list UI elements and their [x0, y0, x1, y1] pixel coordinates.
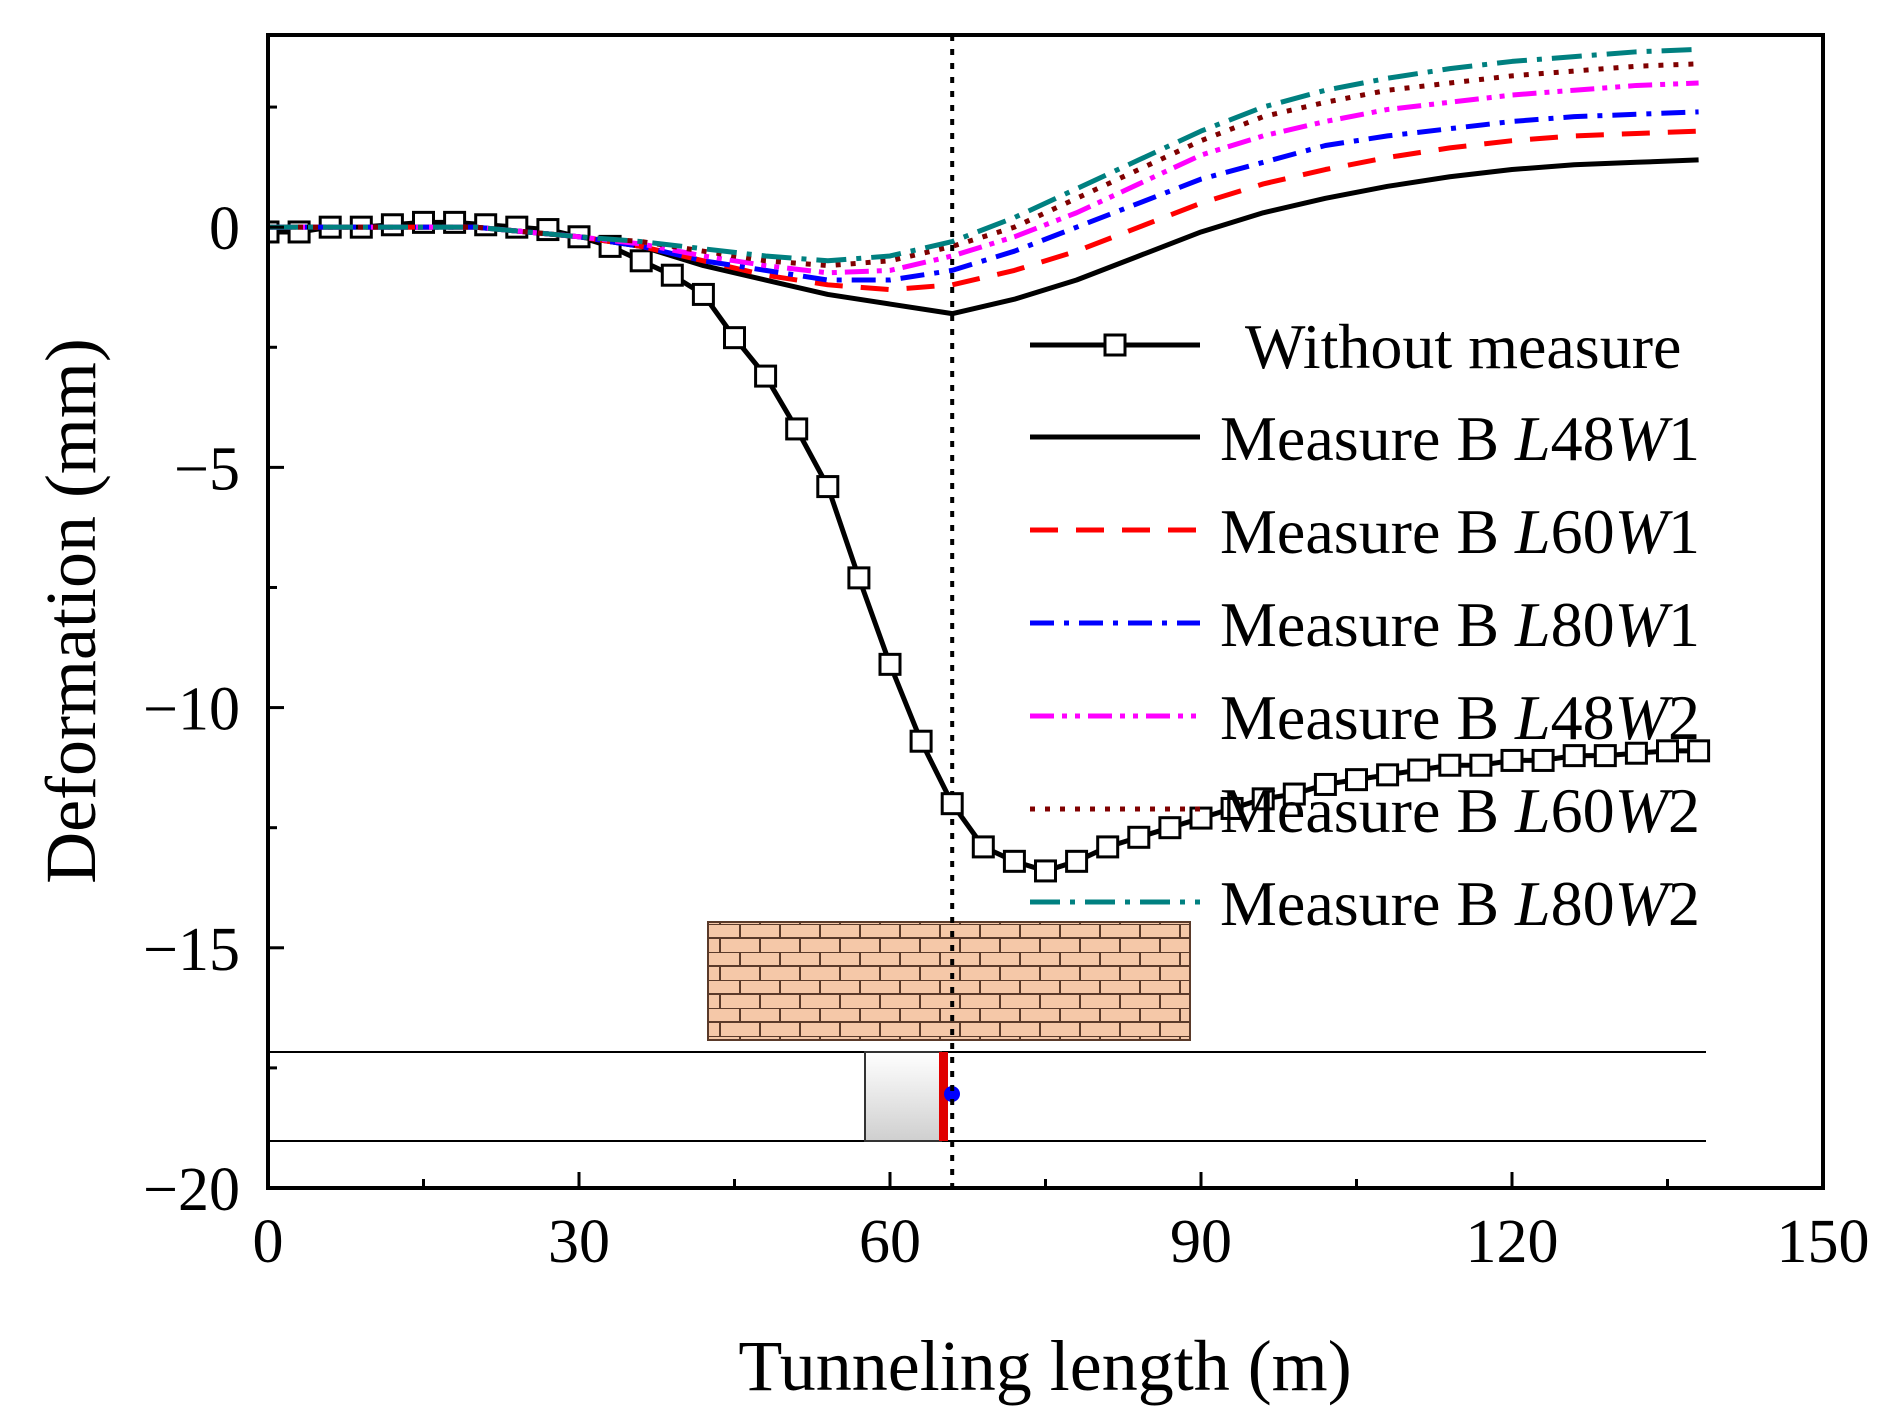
- data-point-without-measure: [971, 835, 995, 859]
- data-point-without-measure: [1345, 768, 1368, 792]
- data-point-without-measure: [1065, 849, 1089, 873]
- data-point-without-measure: [474, 213, 498, 237]
- data-point-without-measure: [1500, 748, 1524, 772]
- data-point-without-measure: [691, 282, 715, 306]
- data-point-without-measure: [1127, 825, 1151, 849]
- data-point-without-measure: [1096, 835, 1120, 859]
- x-tick-label: 0: [253, 1208, 284, 1276]
- legend-item-l48w2: Measure B L48W2: [1030, 682, 1700, 753]
- data-point-without-measure: [660, 263, 684, 287]
- data-point-without-measure: [1407, 758, 1431, 782]
- x-tick-label: 120: [1466, 1208, 1559, 1276]
- series-line-l60w2: [268, 61, 1699, 269]
- legend-label: Measure B L60W2: [1220, 775, 1700, 846]
- data-point-without-measure: [629, 249, 653, 273]
- legend-label: Measure B L60W1: [1220, 496, 1700, 567]
- tbm-shield-icon: [864, 1051, 942, 1142]
- legend-label: Measure B L80W1: [1220, 589, 1700, 660]
- data-point-without-measure: [1593, 744, 1617, 768]
- series-layer: [268, 46, 1711, 883]
- data-point-without-measure: [1562, 744, 1586, 768]
- x-tick-label: 30: [548, 1208, 610, 1276]
- data-point-without-measure: [754, 364, 778, 388]
- legend-item-l60w1: Measure B L60W1: [1030, 496, 1700, 567]
- legend-item-l80w2: Measure B L80W2: [1030, 868, 1700, 939]
- x-tick-label: 90: [1170, 1208, 1232, 1276]
- y-tick-label: −15: [143, 916, 240, 984]
- data-point-without-measure: [1282, 782, 1306, 806]
- y-tick-label: −10: [143, 676, 240, 744]
- data-point-without-measure: [878, 652, 902, 676]
- data-point-without-measure: [268, 220, 280, 244]
- y-tick-label: 0: [209, 195, 240, 263]
- legend-label: Without measure: [1245, 311, 1681, 382]
- tbm-cutterhead-icon: [939, 1052, 948, 1141]
- series-line-l80w1: [268, 109, 1699, 283]
- data-point-without-measure: [1469, 753, 1493, 777]
- y-tick-label: −20: [143, 1156, 240, 1224]
- legend: Without measure Measure B L48W1 Measure …: [1030, 311, 1700, 939]
- data-point-without-measure: [1313, 772, 1337, 796]
- data-point-without-measure: [723, 326, 746, 350]
- data-point-without-measure: [1158, 816, 1182, 840]
- legend-item-without: Without measure: [1030, 311, 1681, 382]
- tunnel-schematic: [268, 921, 1706, 1142]
- data-point-without-measure: [1376, 763, 1400, 787]
- x-axis-title: Tunneling length (m): [738, 1326, 1351, 1406]
- data-point-without-measure: [847, 566, 871, 590]
- data-point-without-measure: [785, 417, 809, 441]
- legend-label: Measure B L80W2: [1220, 868, 1700, 939]
- series-line-l60w1: [268, 128, 1699, 293]
- building-icon: [707, 921, 1191, 1041]
- data-point-without-measure: [940, 792, 964, 816]
- legend-label: Measure B L48W1: [1220, 403, 1700, 474]
- data-point-without-measure: [1251, 787, 1275, 811]
- legend-marker-square: [1103, 333, 1127, 357]
- y-tick-label: −5: [174, 435, 240, 503]
- x-tick-label: 60: [859, 1208, 921, 1276]
- data-point-without-measure: [1002, 849, 1026, 873]
- y-tick-labels: 0 −5 −10 −15 −20: [143, 195, 240, 1224]
- data-point-without-measure: [1189, 806, 1213, 830]
- data-point-without-measure: [1438, 753, 1462, 777]
- data-point-without-measure: [909, 729, 933, 753]
- legend-item-l48w1: Measure B L48W1: [1030, 403, 1700, 474]
- data-point-without-measure: [1034, 859, 1057, 883]
- data-point-without-measure: [816, 475, 840, 499]
- data-point-without-measure: [1687, 739, 1711, 763]
- x-tick-labels: 0 30 60 90 120 150: [253, 1208, 1870, 1276]
- monitoring-point-icon: [944, 1086, 960, 1102]
- data-point-without-measure: [1656, 739, 1679, 763]
- legend-item-l80w1: Measure B L80W1: [1030, 589, 1700, 660]
- axis-ticks: [266, 105, 1825, 1190]
- data-point-without-measure: [1531, 748, 1555, 772]
- series-line-l48w2: [268, 80, 1699, 276]
- data-point-without-measure: [1220, 796, 1244, 820]
- y-axis-title: Deformation (mm): [31, 338, 111, 884]
- x-tick-label: 150: [1777, 1208, 1870, 1276]
- series-line-l80w2: [268, 46, 1699, 264]
- data-point-without-measure: [1624, 741, 1648, 765]
- legend-item-l60w2: Measure B L60W2: [1030, 775, 1700, 846]
- legend-label: Measure B L48W2: [1220, 682, 1700, 753]
